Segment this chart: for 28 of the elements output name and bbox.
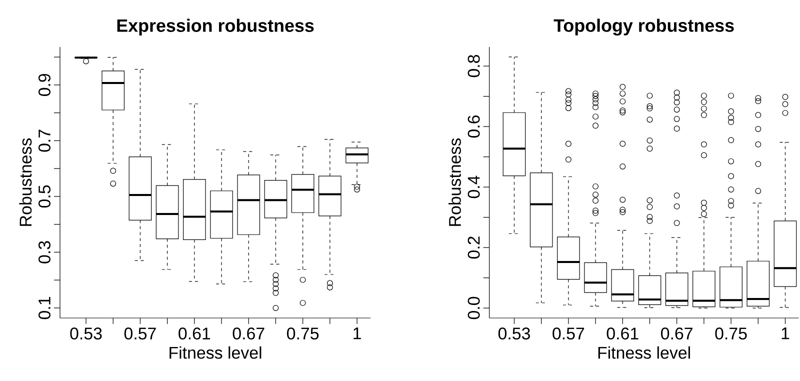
y-tick-label: 0.6 [468,116,480,138]
y-tick-label: 0.9 [38,74,50,96]
y-tick-label: 0.1 [38,297,50,320]
y-axis-title: Robustness [448,138,461,226]
x-tick-label: 1 [782,328,790,340]
y-axis-title: Robustness [19,138,32,226]
x-tick-label: 0.53 [70,328,102,340]
x-tick-label: 0.75 [715,328,747,340]
x-tick-label: 0.61 [606,328,638,340]
x-tick-label: 0.53 [498,328,530,340]
y-tick-label: 0.5 [38,185,50,208]
y-tick-label: 0.4 [468,176,480,198]
x-tick-label: 0.57 [124,328,156,340]
x-tick-label: 0.67 [232,328,264,340]
x-tick-label: 0.67 [661,328,692,340]
y-tick-label: 0.8 [468,55,480,78]
x-tick-label: 0.75 [286,328,319,340]
x-axis-title: Fitness level [598,346,690,359]
y-tick-label: 0.0 [468,296,480,320]
x-axis-title: Fitness level [170,346,262,359]
y-tick-label: 0.2 [468,236,480,259]
y-tick-label: 0.7 [38,130,50,152]
x-tick-label: 1 [354,328,361,340]
x-tick-label: 0.61 [178,328,210,340]
chart-title: Expression robustness [117,18,314,36]
chart-title: Topology robustness [554,18,734,36]
x-tick-label: 0.57 [552,328,584,340]
y-tick-label: 0.3 [38,241,50,264]
